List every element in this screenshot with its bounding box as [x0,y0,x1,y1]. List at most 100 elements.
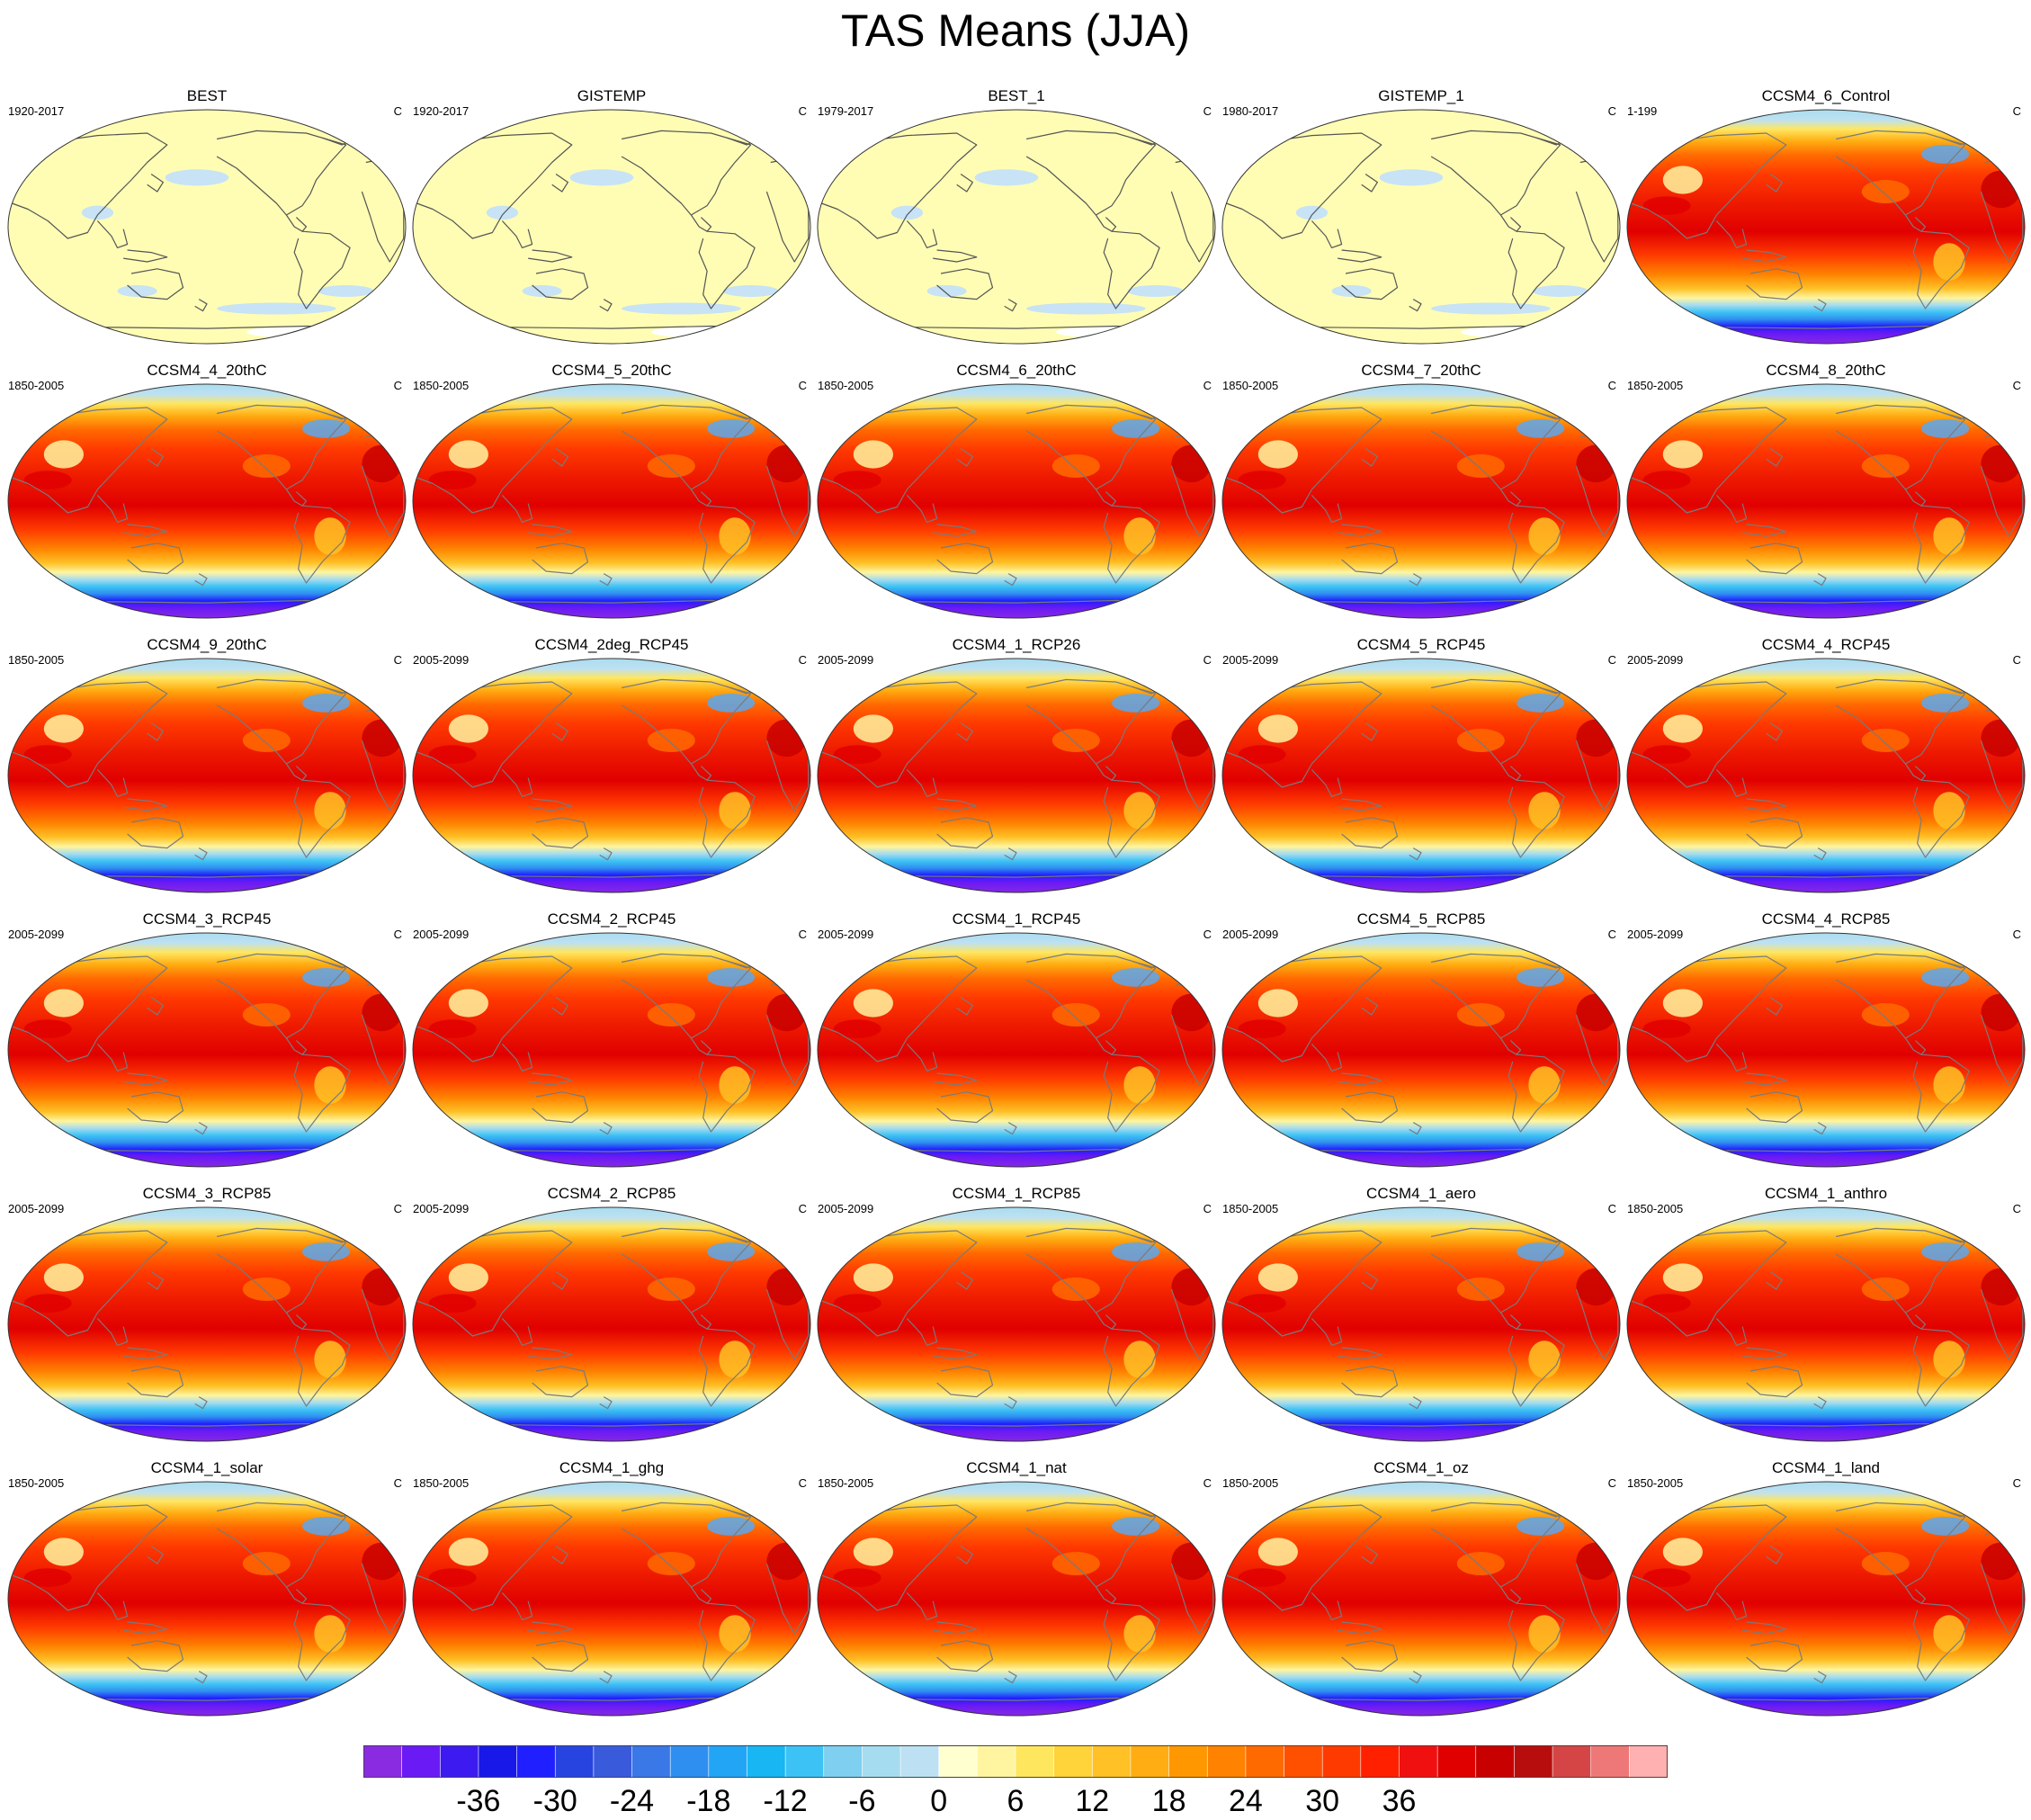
coastline [293,230,351,309]
panel-period: 2005-2099 [8,1202,65,1215]
coastline [906,1044,938,1071]
panel-period: 2005-2099 [413,1202,470,1215]
coastline [1430,1502,1561,1588]
coastline [621,1502,752,1588]
coastline [1430,404,1561,490]
panel-title: CCSM4_4_RCP45 [1761,636,1891,653]
field-feature [1051,1003,1100,1027]
map-svg [817,1206,1216,1442]
field-feature [719,517,751,555]
panel-period: 1850-2005 [413,1476,470,1490]
field-feature [722,285,779,297]
map-border [1626,1206,2026,1442]
field-feature [1933,1615,1965,1653]
coastline [551,997,568,1016]
coastline [1004,847,1017,861]
coastline [698,1053,756,1133]
map-svg [7,1206,407,1442]
panel-units: C [1203,104,1212,118]
coastline [1742,524,1787,537]
coastline [1409,1671,1422,1684]
field-feature [448,1263,488,1292]
coastline [1311,1592,1343,1620]
coastline [532,1091,589,1124]
coastline [698,505,756,584]
field-feature [1921,968,1970,987]
panel-title: GISTEMP_1 [1378,87,1464,104]
field-feature [1123,1340,1156,1378]
map-field [818,1207,1215,1441]
missing-data [1461,326,1561,338]
field-feature [647,729,695,752]
coastline [1631,407,1787,514]
field-feature [448,440,488,469]
field-feature [428,745,477,764]
field-feature [117,285,157,297]
panel-period: 1850-2005 [1222,1202,1279,1215]
field-feature [217,302,336,315]
coastline [1311,220,1343,248]
coastline [1508,505,1565,584]
coastline [690,763,712,781]
panel-period: 1850-2005 [8,379,65,392]
map-panel: CCSM4_1_ghg 1850-2005 C [411,1458,812,1717]
coastline [1508,230,1565,309]
field-feature [1517,968,1565,987]
colorbar-swatch [1015,1745,1055,1778]
colorbar-swatch [1629,1745,1668,1778]
map-field [818,933,1215,1167]
panel-title: CCSM4_4_RCP85 [1761,910,1891,928]
field-feature [1051,729,1100,752]
coastline [906,220,938,248]
field-feature [1112,1242,1160,1261]
coastline [1025,1227,1157,1313]
coastline [416,132,573,239]
panel-units: C [2012,1202,2021,1215]
map-svg [817,658,1216,893]
field-feature [486,205,519,220]
field-feature [1517,1242,1565,1261]
field-feature [719,1615,751,1653]
map-border [7,1481,407,1717]
panel-period: 2005-2099 [8,928,65,941]
coastline [1103,505,1160,584]
coastline [293,1602,351,1681]
field-feature [853,714,893,743]
field-feature [926,285,967,297]
coastline [956,722,973,741]
coastline [1025,678,1157,765]
colorbar-swatch [1130,1745,1170,1778]
coastline [599,299,613,312]
coastline [416,1504,573,1611]
coastline [1004,1122,1017,1135]
map-field [8,110,406,344]
field-feature [1921,419,1970,438]
coastline [599,1396,613,1410]
panel-title: CCSM4_1_RCP45 [952,910,1081,928]
field-feature [647,454,695,478]
map-border [412,1206,811,1442]
panel-units: C [1203,928,1212,941]
coastline [96,220,129,248]
field-feature [1517,419,1565,438]
map-panel: GISTEMP_1 1980-2017 C [1221,86,1622,345]
coastline [1508,779,1565,858]
coastline [293,505,351,584]
panel-period: 2005-2099 [1222,653,1279,667]
map-field [1627,384,2025,618]
map-svg [7,658,407,893]
map-field [1222,110,1620,344]
field-feature [428,1294,477,1313]
coastline [1226,1504,1382,1611]
field-feature [853,1538,893,1566]
field-feature [1921,1517,1970,1536]
field-feature [569,169,634,186]
colorbar-swatch [1475,1745,1516,1778]
field-feature [1026,302,1146,315]
field-feature [81,205,114,220]
field-feature [1933,243,1965,281]
field-feature [1861,1003,1910,1027]
map-svg [1626,932,2026,1168]
map-field [8,659,406,892]
coastline [1508,1602,1565,1681]
